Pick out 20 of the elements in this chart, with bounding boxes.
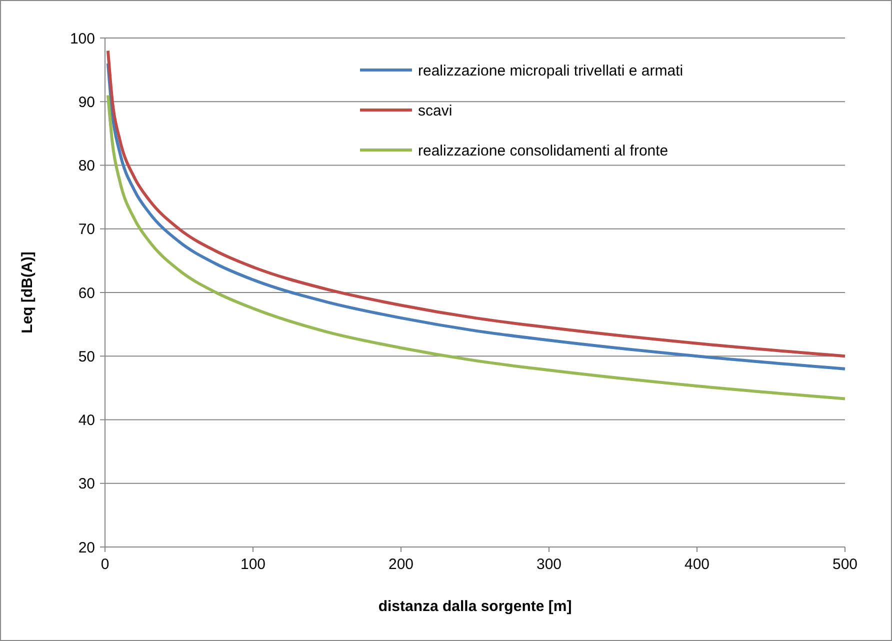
y-tick-label: 60 (78, 284, 95, 302)
y-tick-label: 50 (78, 348, 95, 366)
y-tick-label: 20 (78, 539, 95, 556)
x-tick-label: 300 (536, 556, 562, 573)
x-tick-label: 0 (100, 556, 110, 573)
y-axis-title: Leq [dB(A)] (19, 252, 36, 334)
legend-label: scavi (418, 102, 452, 120)
x-tick-label: 100 (240, 556, 266, 573)
x-tick-label: 400 (684, 556, 710, 573)
y-tick-label: 40 (78, 412, 95, 429)
x-tick-label: 500 (832, 556, 858, 573)
x-axis-title: distanza dalla sorgente [m] (378, 598, 572, 615)
x-tick-label: 200 (388, 556, 414, 573)
legend-label: realizzazione micropali trivellati e armati (418, 62, 684, 80)
y-tick-label: 80 (78, 158, 95, 174)
y-tick-label: 90 (78, 94, 95, 111)
y-tick-label: 30 (78, 476, 95, 493)
y-tick-label: 70 (78, 221, 95, 238)
y-tick-label: 100 (70, 30, 95, 48)
legend-label: realizzazione consolidamenti al fronte (418, 142, 668, 160)
